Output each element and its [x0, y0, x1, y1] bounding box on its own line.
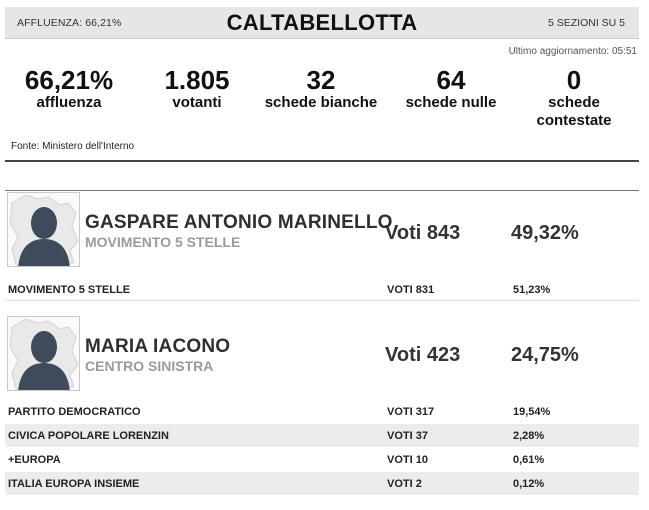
candidate-party: MOVIMENTO 5 STELLE — [85, 234, 241, 250]
divider — [5, 190, 639, 191]
stat-schede-contestate: 0 schede contestate — [509, 66, 639, 130]
candidate-avatar-placeholder-icon — [7, 316, 80, 391]
list-votes: VOTI 2 — [387, 478, 422, 490]
list-votes: VOTI 37 — [387, 430, 428, 442]
candidate-card: MARIA IACONO CENTRO SINISTRA Voti 423 24… — [5, 316, 639, 396]
stat-affluenza: 66,21% affluenza — [9, 66, 129, 112]
list-name: CIVICA POPOLARE LORENZIN — [8, 430, 169, 442]
stat-label: schede contestate — [536, 94, 612, 129]
candidate-name: GASPARE ANTONIO MARINELLO — [85, 212, 393, 233]
list-votes: VOTI 317 — [387, 406, 435, 418]
list-row: PARTITO DEMOCRATICO VOTI 317 19,54% — [5, 400, 639, 423]
divider — [5, 160, 639, 162]
data-source: Fonte: Ministero dell'Interno — [11, 141, 135, 152]
stat-schede-bianche: 32 schede bianche — [261, 66, 381, 112]
list-percentage: 2,28% — [513, 430, 545, 442]
stat-label: affluenza — [36, 94, 102, 111]
stat-label: schede bianche — [264, 94, 378, 111]
list-percentage: 19,54% — [513, 406, 551, 418]
stats-panel: 66,21% affluenza 1.805 votanti 32 schede… — [5, 66, 639, 129]
stat-label: votanti — [172, 94, 222, 111]
candidate-name: MARIA IACONO — [85, 336, 231, 357]
list-name: +EUROPA — [8, 454, 61, 466]
header-bar: AFFLUENZA: 66,21% CALTABELLOTTA 5 SEZION… — [5, 7, 639, 39]
sections-counter: 5 SEZIONI SU 5 — [547, 17, 625, 29]
stat-value: 64 — [436, 65, 466, 95]
candidate-votes: Voti 423 — [385, 344, 461, 366]
list-row: +EUROPA VOTI 10 0,61% — [5, 448, 639, 471]
candidate-card: GASPARE ANTONIO MARINELLO MOVIMENTO 5 ST… — [5, 192, 639, 272]
list-votes: VOTI 10 — [387, 454, 428, 466]
candidate-percentage: 24,75% — [511, 344, 579, 366]
list-row: MOVIMENTO 5 STELLE VOTI 831 51,23% — [5, 278, 639, 301]
list-percentage: 51,23% — [513, 284, 551, 296]
candidate-party: CENTRO SINISTRA — [85, 358, 214, 374]
candidate-avatar-placeholder-icon — [7, 192, 80, 267]
list-votes: VOTI 831 — [387, 284, 435, 296]
candidate-votes: Voti 843 — [385, 222, 461, 244]
stat-label: schede nulle — [405, 94, 497, 111]
divider — [5, 300, 639, 301]
stat-value: 66,21% — [24, 65, 114, 95]
candidate-percentage: 49,32% — [511, 222, 579, 244]
list-percentage: 0,12% — [513, 478, 545, 490]
stat-value: 0 — [566, 65, 582, 95]
list-percentage: 0,61% — [513, 454, 545, 466]
list-name: PARTITO DEMOCRATICO — [8, 406, 141, 418]
stat-schede-nulle: 64 schede nulle — [397, 66, 505, 112]
list-row: ITALIA EUROPA INSIEME VOTI 2 0,12% — [5, 472, 639, 495]
stat-value: 1.805 — [164, 65, 230, 95]
page-title: CALTABELLOTTA — [226, 10, 418, 35]
turnout-summary: AFFLUENZA: 66,21% — [17, 17, 122, 29]
stat-votanti: 1.805 votanti — [147, 66, 247, 112]
list-row: CIVICA POPOLARE LORENZIN VOTI 37 2,28% — [5, 424, 639, 447]
stat-value: 32 — [306, 65, 336, 95]
list-name: MOVIMENTO 5 STELLE — [8, 284, 131, 296]
last-updated: Ultimo aggiornamento: 05:51 — [508, 46, 637, 57]
list-name: ITALIA EUROPA INSIEME — [8, 478, 140, 490]
